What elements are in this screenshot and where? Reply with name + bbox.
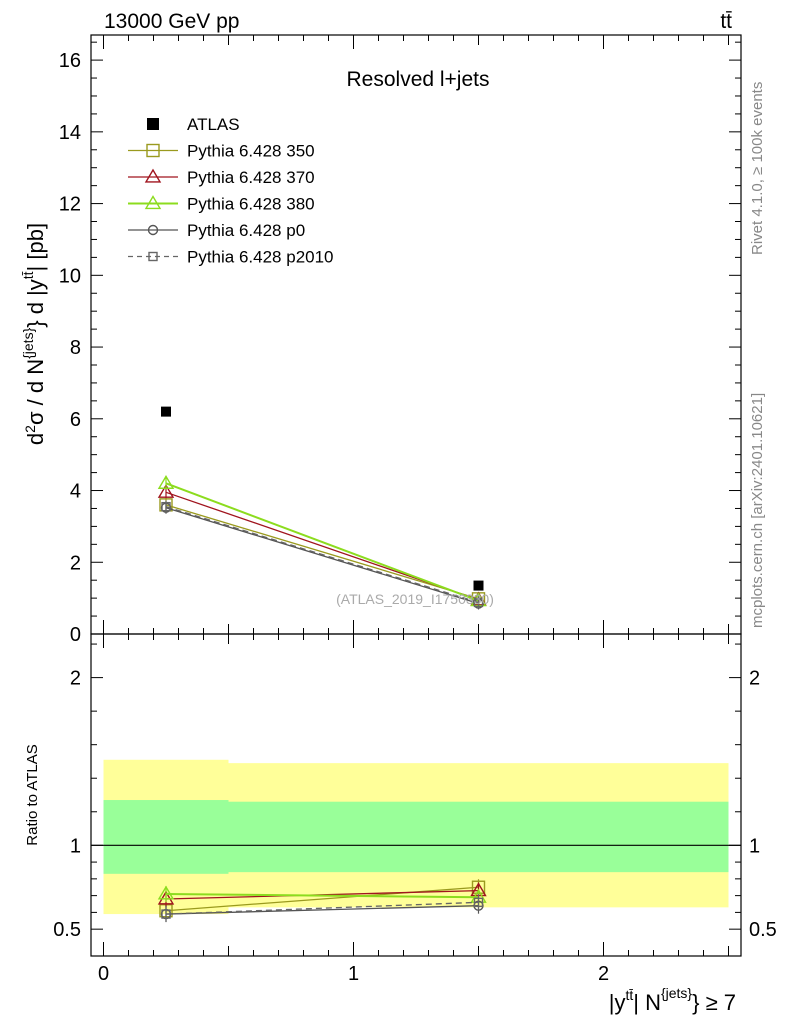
- main-ytick-label-7: 14: [59, 122, 81, 144]
- legend-label-1: Pythia 6.428 370: [187, 168, 315, 187]
- main-marker-2-0: [157, 474, 175, 489]
- main-line-3: [165, 507, 479, 605]
- ratio-ytick-label-left-0: 0.5: [53, 919, 81, 941]
- main-panel-content: [157, 406, 487, 610]
- main-ytick-label-8: 16: [59, 50, 81, 72]
- legend-label-4: Pythia 6.428 p2010: [187, 248, 334, 267]
- main-ytick-label-6: 12: [59, 194, 81, 216]
- analysis-watermark: (ATLAS_2019_I1750330): [336, 591, 494, 607]
- ratio-marker-1-0: [157, 890, 175, 905]
- ratio-line-4: [165, 901, 479, 915]
- legend-label-0: Pythia 6.428 350: [187, 142, 315, 161]
- ratio-ytick-label-right-0: 0.5: [749, 919, 777, 941]
- x-axis-label: |ytt̄| N{jets}} ≥ 7: [609, 985, 736, 1015]
- legend: ATLAS Pythia 6.428 350 Pythia 6.428 370 Pyt…: [128, 115, 334, 267]
- atlas-point-1: [473, 580, 484, 591]
- main-ytick-label-0: 0: [70, 624, 81, 646]
- main-ytick-label-1: 2: [70, 552, 81, 574]
- xtick-label-0: 0: [98, 963, 109, 985]
- plot-title: Resolved l+jets: [347, 68, 490, 91]
- legend-label-3: Pythia 6.428 p0: [187, 221, 305, 240]
- ratio-marker-4-0: [161, 909, 171, 919]
- main-ytick-label-4: 8: [70, 337, 81, 359]
- legend-label-2: Pythia 6.428 380: [187, 195, 315, 214]
- mcplots-label: mcplots.cern.ch [arXiv:2401.10621]: [749, 393, 766, 628]
- main-line-0: [165, 504, 479, 600]
- ratio-ytick-label-left-1: 1: [70, 835, 81, 857]
- main-marker-1-0: [157, 483, 175, 498]
- ratio-ytick-label-right-1: 1: [749, 835, 760, 857]
- legend-atlas-marker: [147, 118, 159, 130]
- xtick-label-2: 2: [598, 963, 609, 985]
- main-y-axis-label: d2σ / d N{jets}} d |ytt̄| [pb]: [20, 223, 48, 445]
- legend-marker-2: [144, 195, 162, 210]
- ratio-marker-4-1: [473, 897, 484, 908]
- ratio-y-axis-label: Ratio to ATLAS: [24, 744, 41, 845]
- ratio-line-2: [165, 892, 479, 899]
- legend-label-atlas: ATLAS: [187, 115, 240, 134]
- legend-marker-1: [144, 168, 162, 183]
- main-line-2: [165, 482, 479, 602]
- ratio-marker-2-0: [157, 885, 175, 900]
- main-line-4: [165, 506, 479, 604]
- header-energy: 13000 GeV pp: [104, 10, 239, 33]
- ratio-ytick-label-left-2: 2: [70, 668, 81, 690]
- main-ytick-label-3: 6: [70, 409, 81, 431]
- ratio-panel-frame: [90, 633, 742, 957]
- legend-marker-0: [146, 143, 160, 158]
- legend-marker-4: [148, 251, 158, 262]
- ratio-panel-content: [157, 879, 487, 923]
- inner-band-0: [103, 800, 229, 874]
- main-ytick-label-5: 10: [59, 265, 81, 287]
- rivet-version-label: Rivet 4.1.0, ≥ 100k events: [749, 82, 766, 255]
- inner-band-1: [228, 801, 729, 873]
- main-ytick-label-2: 4: [70, 481, 81, 503]
- header-process: tt̄: [720, 10, 732, 33]
- main-marker-4-0: [161, 501, 171, 512]
- ratio-uncertainty-bands: [91, 759, 741, 915]
- atlas-point-0: [161, 406, 171, 417]
- ratio-line-0: [165, 886, 479, 912]
- xtick-label-1: 1: [348, 963, 359, 985]
- ratio-ytick-label-right-2: 2: [749, 668, 760, 690]
- main-marker-4-1: [473, 597, 484, 608]
- legend-marker-3: [147, 224, 159, 236]
